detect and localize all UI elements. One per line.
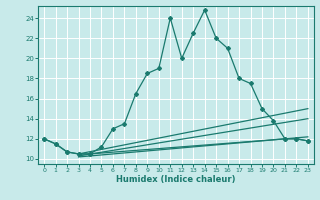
X-axis label: Humidex (Indice chaleur): Humidex (Indice chaleur): [116, 175, 236, 184]
